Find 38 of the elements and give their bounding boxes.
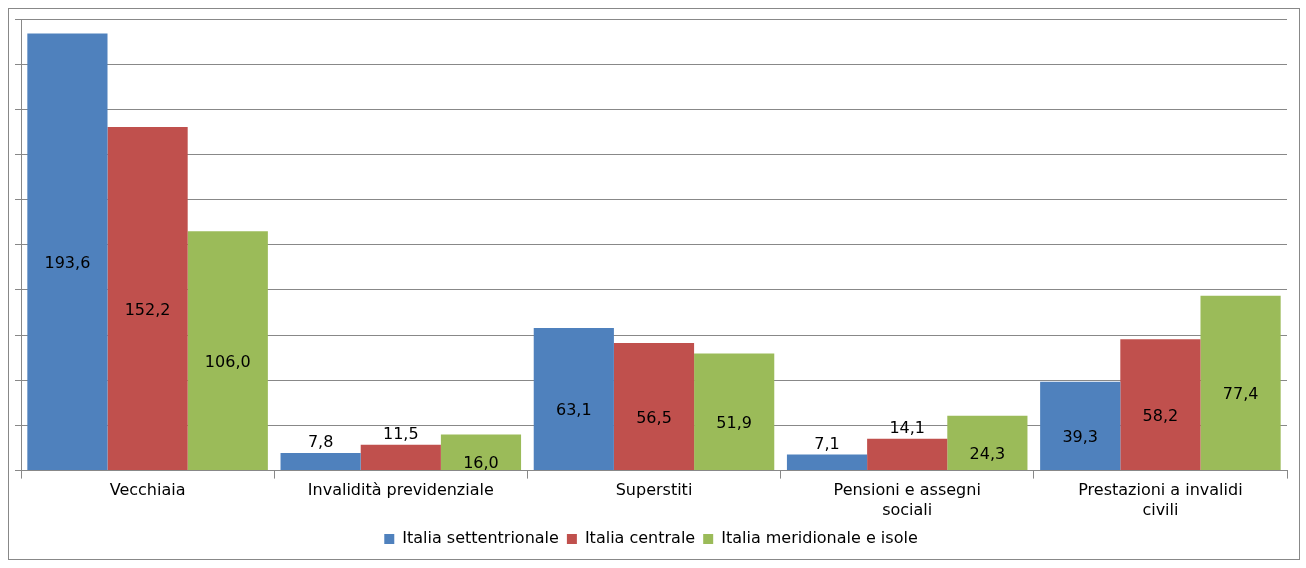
bar [27, 33, 108, 471]
legend-label: Italia centrale [584, 528, 696, 548]
bar [533, 328, 614, 471]
data-label: 56,5 [636, 407, 672, 427]
legend-label: Italia meridionale e isole [721, 528, 918, 548]
legend-label: Italia settentrionale [402, 528, 559, 548]
bar [280, 452, 361, 471]
data-label: 63,1 [556, 400, 592, 420]
x-tick-label: Pensioni e assegni sociali [833, 480, 981, 519]
data-label: 7,8 [307, 432, 334, 452]
bar [867, 438, 948, 471]
bar [440, 434, 522, 471]
data-label: 14,1 [889, 417, 926, 437]
data-label: 77,4 [1222, 384, 1259, 404]
data-label: 24,3 [969, 444, 1006, 464]
bar [1040, 381, 1121, 471]
bar [1200, 295, 1281, 471]
x-tick-label: Superstiti [615, 480, 693, 500]
data-label: 7,1 [814, 433, 840, 453]
data-label: 58,2 [1142, 405, 1179, 425]
x-tick-label: Prestazioni a invalidi civili [1078, 480, 1243, 519]
bar [694, 353, 775, 471]
bar [107, 126, 188, 471]
data-label: 193,6 [44, 252, 91, 272]
data-label: 152,2 [124, 299, 171, 319]
bar [613, 343, 695, 471]
data-label: 16,0 [463, 453, 499, 473]
bar [1120, 339, 1201, 471]
data-label: 11,5 [382, 423, 419, 443]
data-label: 106,0 [204, 351, 251, 371]
x-tick-label: Vecchiaia [109, 480, 186, 500]
bar [187, 231, 268, 471]
x-tick-label: Invalidità previdenziale [307, 480, 494, 500]
data-label: 51,9 [716, 412, 752, 432]
data-label: 39,3 [1062, 427, 1099, 447]
bar [360, 444, 441, 471]
bar [786, 454, 868, 471]
bar [947, 415, 1028, 471]
